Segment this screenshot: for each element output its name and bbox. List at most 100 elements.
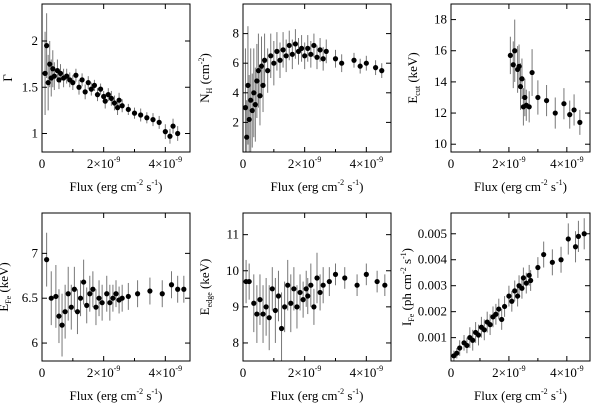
data-point [138, 112, 144, 118]
data-point [379, 68, 385, 74]
data-point [363, 271, 369, 277]
y-tick-label: 0.004 [418, 252, 448, 267]
plot-frame [41, 3, 191, 153]
plot-frame [242, 3, 392, 153]
y-axis-label: Eedge (keV) [197, 259, 214, 316]
data-point [57, 70, 64, 76]
plot-frame [450, 212, 591, 362]
data-series [243, 252, 388, 361]
x-axis-label: Flux (erg cm-2 s-1) [271, 387, 364, 403]
data-point [175, 130, 181, 137]
data-point [374, 278, 380, 285]
data-point [111, 100, 118, 106]
y-tick-label: 10 [226, 263, 239, 278]
data-point [292, 41, 299, 47]
data-point [93, 304, 99, 310]
data-point [507, 52, 513, 59]
x-tick-label: 0 [39, 365, 46, 380]
data-point [48, 295, 54, 301]
data-point [168, 282, 175, 288]
data-point [510, 62, 516, 68]
data-point [125, 293, 131, 300]
data-point [541, 251, 547, 258]
data-point [535, 264, 541, 271]
data-point [332, 271, 339, 277]
data-point [255, 68, 262, 74]
data-point [565, 236, 571, 242]
data-point [512, 288, 518, 294]
data-point [113, 291, 119, 297]
data-point [162, 129, 168, 135]
data-point [475, 332, 482, 338]
data-point [110, 295, 116, 301]
data-point [314, 54, 320, 60]
data-point [73, 72, 79, 78]
data-series [243, 26, 385, 152]
data-point [65, 291, 71, 297]
y-tick-label: 14 [434, 74, 448, 89]
data-point [277, 57, 283, 63]
data-point [47, 61, 53, 67]
x-tick-label: 2×10-9 [492, 155, 526, 171]
data-point [275, 293, 282, 299]
y-tick-label: 2 [233, 114, 240, 129]
data-point [320, 56, 326, 62]
data-point [303, 286, 309, 292]
data-point [526, 272, 532, 278]
x-axis-label: Flux (erg cm-2 s-1) [271, 178, 364, 194]
data-point [271, 60, 277, 66]
data-point [509, 298, 515, 304]
data-point [552, 110, 558, 116]
data-point [97, 86, 104, 92]
data-point [317, 289, 323, 296]
data-point [102, 98, 108, 104]
y-tick-label: 4 [233, 85, 240, 100]
data-point [577, 119, 583, 125]
data-point [91, 82, 98, 88]
data-point [261, 57, 268, 63]
data-point [323, 48, 329, 54]
data-point [528, 277, 534, 284]
data-series [451, 218, 587, 361]
data-point [317, 47, 323, 53]
data-point [248, 97, 254, 103]
data-point [567, 112, 573, 118]
data-point [131, 110, 138, 116]
data-point [156, 119, 162, 125]
data-point [266, 315, 272, 321]
data-point [499, 316, 505, 323]
data-point [44, 43, 50, 49]
data-point [517, 83, 524, 90]
data-point [289, 51, 295, 57]
data-point [520, 275, 526, 281]
data-point [519, 285, 525, 291]
data-point [288, 300, 294, 306]
data-point [107, 300, 113, 306]
data-point [332, 56, 339, 62]
x-tick-label: 4×10-9 [350, 364, 384, 380]
data-series [44, 232, 187, 357]
data-point [457, 345, 463, 351]
x-axis-label: Flux (erg cm-2 s-1) [70, 178, 163, 194]
data-point [42, 70, 48, 76]
data-point [79, 77, 85, 83]
y-tick-label: 0.001 [418, 330, 447, 345]
plot-frame [41, 212, 191, 362]
data-point [516, 63, 522, 69]
data-point [77, 295, 84, 301]
data-point [280, 47, 286, 53]
x-tick-label: 2×10-9 [288, 155, 322, 171]
x-tick-label: 4×10-9 [550, 364, 584, 380]
data-point [251, 300, 257, 306]
data-point [515, 293, 521, 299]
y-tick-label: 8 [233, 26, 240, 41]
data-point [251, 90, 257, 96]
data-point [561, 101, 567, 107]
data-point [144, 115, 150, 121]
data-point [519, 76, 525, 82]
x-tick-label: 4×10-9 [149, 155, 183, 171]
plot-frame [242, 212, 392, 362]
data-point [372, 65, 379, 71]
data-point [44, 257, 50, 263]
data-point [56, 313, 62, 319]
